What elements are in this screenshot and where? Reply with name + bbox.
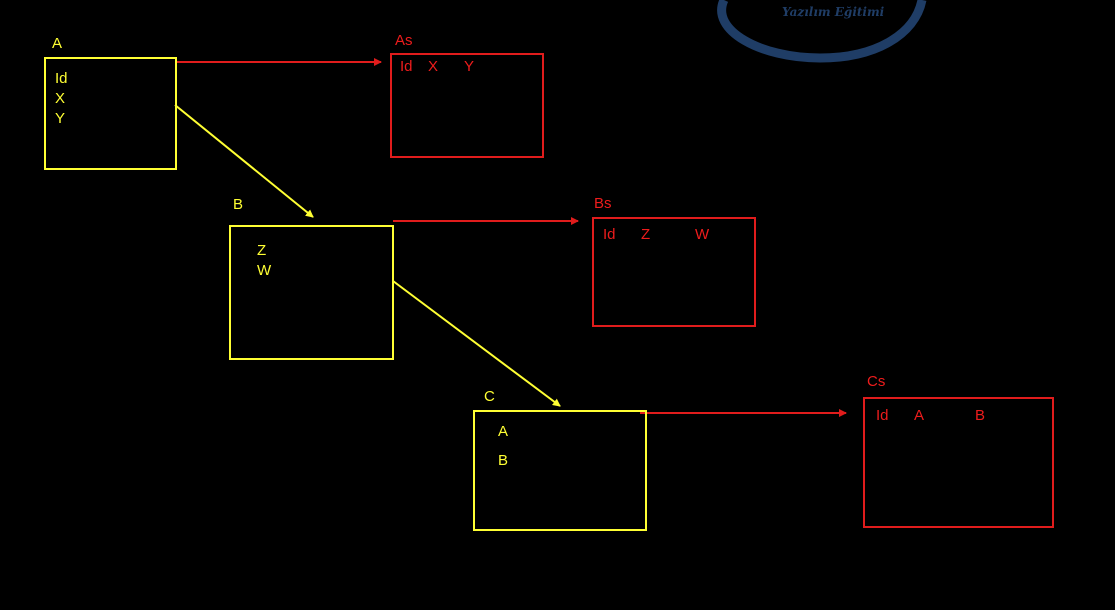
table-bs-column: Id [603, 226, 616, 243]
table-as-title: As [395, 32, 413, 49]
entity-b-title: B [233, 196, 244, 213]
entity-a-field: Id [55, 70, 68, 87]
arrow-b-to-c [392, 280, 561, 407]
entity-a-title: A [52, 35, 63, 52]
entity-a-field: Y [55, 110, 66, 127]
entity-c-field: A [498, 423, 509, 440]
table-bs-title: Bs [594, 195, 612, 212]
table-bs-column: W [695, 226, 710, 243]
table-cs-column: A [914, 407, 925, 424]
table-as-box [390, 53, 544, 158]
table-cs-column: Id [876, 407, 889, 424]
logo-ring [717, 0, 927, 63]
entity-a-field: X [55, 90, 66, 107]
table-cs-title: Cs [867, 373, 886, 390]
table-as-column: Id [400, 58, 413, 75]
table-bs-column: Z [641, 226, 651, 243]
entity-c-field: B [498, 452, 509, 469]
logo-text: Yazılım Eğitimi [782, 5, 885, 19]
entity-c-box [473, 410, 647, 531]
table-as-column: Y [464, 58, 475, 75]
arrow-a-to-b [174, 104, 314, 218]
entity-b-field: Z [257, 242, 267, 259]
table-as-column: X [428, 58, 439, 75]
entity-c-title: C [484, 388, 495, 405]
table-cs-column: B [975, 407, 986, 424]
entity-a-box [44, 57, 177, 170]
table-bs-box [592, 217, 756, 327]
table-cs-box [863, 397, 1054, 528]
entity-b-box [229, 225, 394, 360]
entity-b-field: W [257, 262, 272, 279]
